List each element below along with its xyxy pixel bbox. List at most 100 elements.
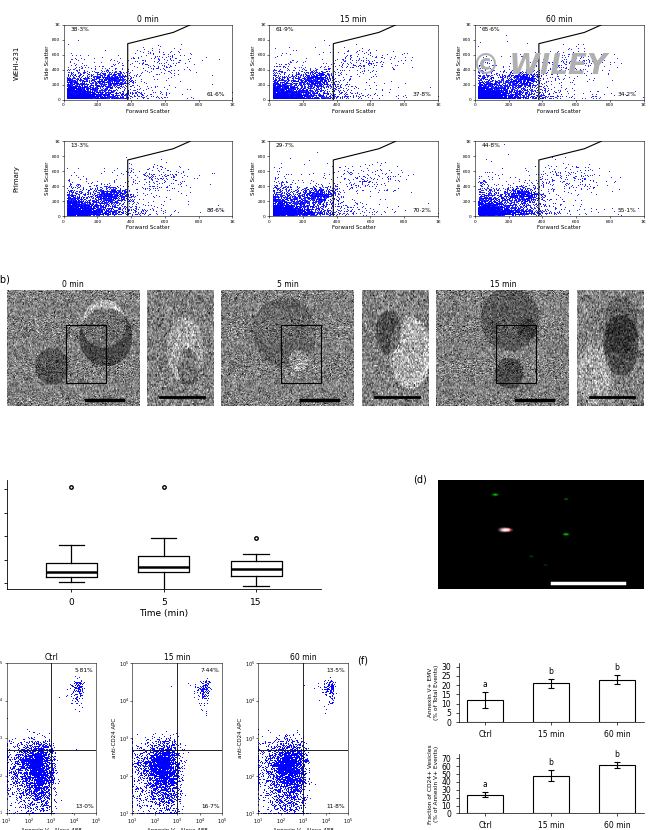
Point — [79, 206, 89, 219]
Point — [31, 781, 42, 794]
Point — [507, 198, 517, 212]
Point — [63, 90, 73, 104]
Point — [153, 753, 164, 766]
Point — [480, 90, 491, 104]
Point — [82, 190, 92, 203]
Point — [201, 681, 211, 694]
Point — [74, 77, 85, 90]
Point — [111, 73, 121, 86]
Point — [32, 749, 43, 763]
Point — [271, 207, 281, 220]
Point — [12, 747, 23, 760]
Point — [281, 79, 292, 92]
Point — [484, 88, 495, 101]
Point — [111, 182, 122, 195]
Point — [488, 208, 498, 221]
Point — [98, 60, 109, 73]
Point — [125, 164, 136, 177]
Point — [315, 71, 325, 84]
Point — [283, 207, 294, 220]
Point — [316, 90, 326, 103]
Point — [352, 49, 363, 62]
Point — [68, 199, 79, 212]
Point — [133, 789, 144, 803]
Point — [291, 56, 302, 69]
Point — [287, 762, 297, 775]
Point — [161, 754, 171, 768]
Point — [308, 190, 318, 203]
Point — [20, 759, 30, 773]
Point — [478, 208, 489, 221]
Point — [499, 198, 509, 212]
Point — [275, 769, 285, 782]
Point — [145, 761, 155, 774]
Point — [62, 204, 73, 217]
Point — [80, 201, 90, 214]
Point — [316, 183, 326, 197]
Point — [64, 207, 74, 220]
Point — [277, 86, 287, 100]
Point — [44, 736, 54, 749]
Point — [493, 83, 503, 96]
Point — [549, 206, 560, 219]
Point — [288, 791, 298, 804]
Point — [42, 779, 53, 792]
Point — [151, 750, 162, 764]
Point — [127, 807, 138, 820]
Point — [33, 753, 44, 766]
Point — [124, 188, 135, 201]
Point — [193, 689, 203, 702]
Point — [162, 754, 172, 768]
Point — [151, 751, 162, 764]
Point — [123, 208, 133, 221]
Point — [94, 207, 104, 220]
Point — [42, 742, 52, 755]
Point — [280, 83, 291, 96]
Point — [63, 85, 73, 98]
Point — [488, 88, 498, 101]
Point — [99, 193, 110, 207]
Point — [296, 75, 306, 88]
Point — [569, 83, 580, 96]
Point — [365, 65, 375, 78]
Point — [290, 780, 300, 793]
Point — [67, 85, 77, 98]
Point — [274, 91, 284, 105]
Point — [68, 90, 78, 104]
Point — [490, 90, 501, 103]
Point — [484, 198, 494, 212]
Point — [474, 203, 485, 217]
Point — [287, 742, 298, 755]
Point — [276, 207, 287, 220]
Point — [20, 753, 31, 766]
Point — [103, 72, 114, 85]
Point — [480, 90, 490, 103]
Point — [117, 88, 127, 101]
Point — [63, 85, 73, 98]
Point — [166, 739, 177, 752]
Point — [494, 202, 504, 215]
Point — [300, 92, 311, 105]
Point — [283, 784, 293, 798]
Point — [113, 75, 124, 88]
Point — [286, 199, 296, 212]
Point — [504, 85, 514, 98]
Point — [477, 207, 488, 220]
Point — [165, 783, 176, 796]
Point — [302, 807, 312, 820]
Point — [101, 195, 111, 208]
Point — [283, 90, 294, 103]
Point — [287, 784, 297, 798]
Point — [269, 87, 280, 100]
Point — [151, 804, 161, 818]
Point — [271, 207, 281, 220]
Point — [283, 203, 293, 216]
Point — [273, 740, 283, 753]
Point — [81, 71, 92, 85]
Point — [504, 78, 514, 91]
Point — [63, 205, 73, 218]
Point — [552, 69, 563, 82]
Point — [68, 197, 79, 210]
Point — [395, 169, 406, 183]
Point — [499, 197, 509, 210]
